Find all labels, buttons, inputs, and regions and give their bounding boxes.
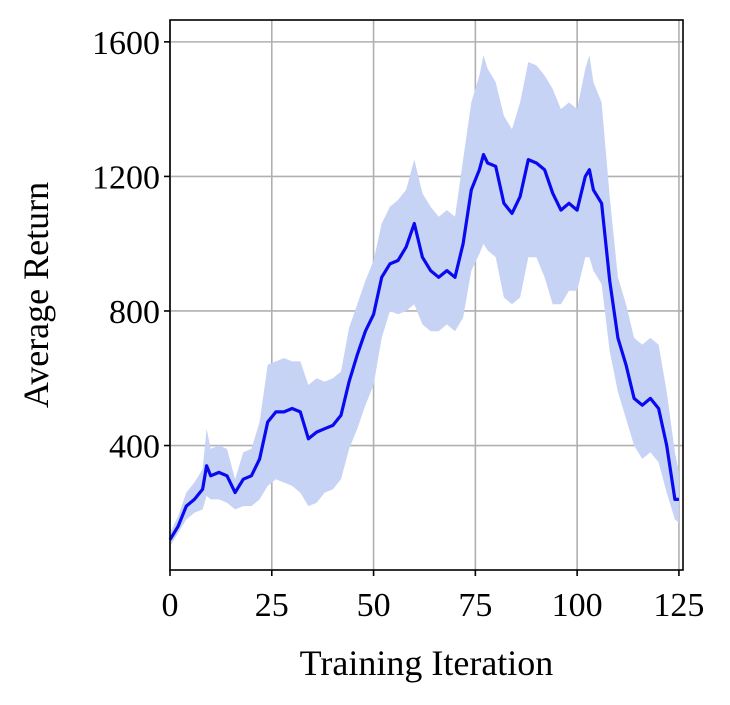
confidence-band-layer (170, 55, 679, 547)
x-tick-label: 25 (255, 587, 289, 624)
x-tick-label: 75 (458, 587, 492, 624)
y-tick-label: 400 (109, 429, 160, 466)
x-axis-label: Training Iteration (300, 643, 554, 683)
mean-line-layer (168, 153, 679, 541)
confidence-band (170, 55, 679, 547)
average-return-line (168, 153, 679, 541)
x-tick-label: 0 (162, 587, 179, 624)
x-axis-ticks: 0 25 50 75 100 125 (162, 570, 704, 624)
plot-frame (169, 19, 684, 571)
y-axis-label: Average Return (16, 182, 56, 408)
x-tick-label: 100 (552, 587, 603, 624)
x-tick-label: 125 (653, 587, 704, 624)
x-tick-label: 50 (357, 587, 391, 624)
y-axis-ticks: 400 800 1200 1600 (92, 25, 170, 466)
y-tick-label: 800 (109, 294, 160, 331)
y-tick-label: 1200 (92, 159, 160, 196)
y-tick-label: 1600 (92, 25, 160, 62)
